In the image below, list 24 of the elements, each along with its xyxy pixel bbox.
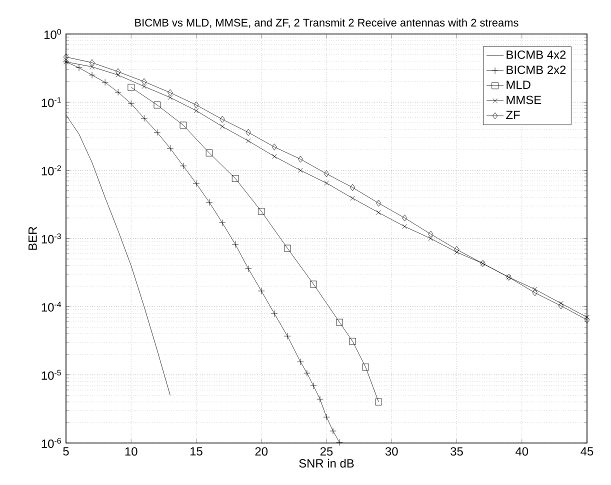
legend-label: MLD bbox=[506, 80, 530, 89]
x-tick-label: 30 bbox=[385, 447, 398, 456]
x-tick-label: 25 bbox=[320, 447, 333, 456]
x-tick-label: 10 bbox=[125, 447, 138, 456]
y-axis-title: BER bbox=[28, 226, 37, 250]
x-tick-label: 40 bbox=[516, 447, 528, 456]
y-tick-label: 10$^{0}$ bbox=[44, 28, 62, 40]
legend-label: ZF bbox=[506, 110, 520, 120]
x-tick-label: 5 bbox=[63, 447, 69, 456]
y-tick-label: 10$^{-2}$ bbox=[42, 165, 61, 176]
y-tick-label: 10$^{-3}$ bbox=[42, 233, 61, 244]
legend-label: MMSE bbox=[506, 96, 542, 104]
y-tick-label: 10$^{-4}$ bbox=[42, 302, 62, 312]
y-tick-label: 10$^{-1}$ bbox=[42, 97, 61, 108]
y-tick-label: 10$^{-6}$ bbox=[42, 438, 61, 448]
y-tick-label: 10$^{-5}$ bbox=[42, 370, 61, 380]
x-tick-label: 15 bbox=[190, 447, 202, 456]
x-tick-label: 20 bbox=[255, 447, 268, 456]
x-tick-label: 35 bbox=[450, 447, 463, 456]
legend-label: BICMB 4x2 bbox=[506, 50, 566, 59]
x-axis-title: SNR in dB bbox=[299, 458, 354, 468]
chart-title: BICMB vs MLD, MMSE, and ZF, 2 Transmit 2 Receive antennas with 2 streams bbox=[135, 18, 518, 28]
legend-label: BICMB 2x2 bbox=[506, 66, 566, 74]
x-tick-label: 45 bbox=[580, 447, 594, 456]
